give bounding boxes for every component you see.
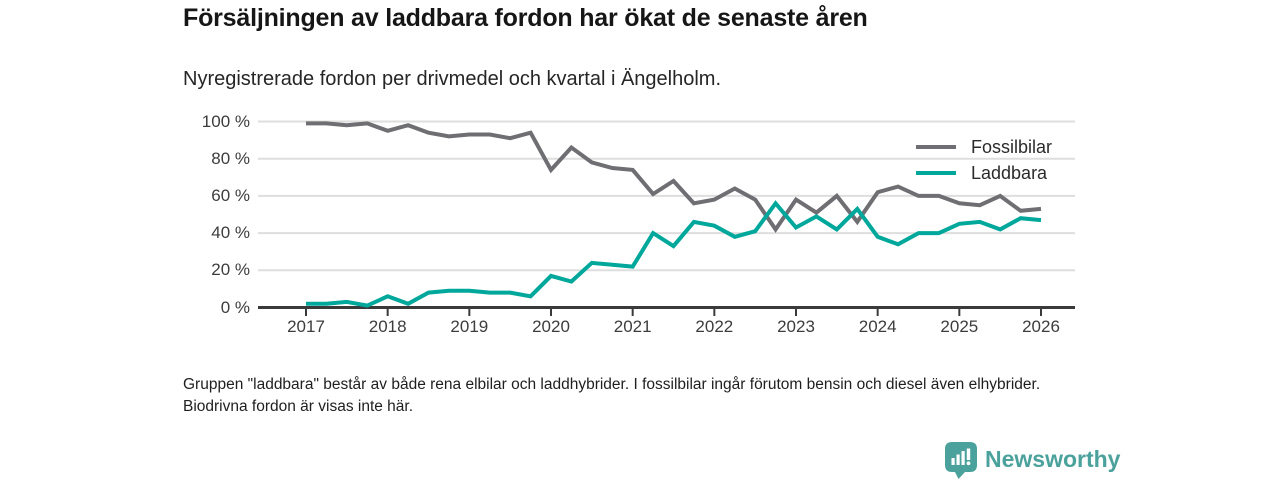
- laddbara-line-swatch: [916, 171, 956, 175]
- chart-footnote: Gruppen "laddbara" består av både rena e…: [183, 376, 1041, 415]
- x-tick-label: 2026: [1022, 317, 1060, 336]
- y-tick-label: 20 %: [211, 260, 250, 280]
- legend-label: Fossilbilar: [971, 136, 1053, 157]
- legend-item-fossilbilar: Fossilbilar: [916, 134, 1052, 160]
- chart-title: Försäljningen av laddbara fordon har öka…: [183, 4, 868, 32]
- newsworthy-wordmark: Newsworthy: [985, 446, 1121, 472]
- chart-legend: Fossilbilar Laddbara: [916, 134, 1052, 186]
- x-tick-label: 2023: [777, 317, 815, 336]
- y-tick-label: 60 %: [211, 185, 250, 205]
- x-tick-label: 2017: [287, 317, 325, 336]
- y-tick-label: 100 %: [201, 111, 250, 131]
- x-tick-label: 2025: [940, 317, 979, 336]
- x-tick-label: 2021: [613, 317, 652, 336]
- newsworthy-icon: [945, 442, 977, 479]
- y-tick-label: 40 %: [211, 223, 250, 243]
- chart-subtitle: Nyregistrerade fordon per drivmedel och …: [183, 68, 722, 90]
- legend-label: Laddbara: [971, 162, 1048, 183]
- legend-item-laddbara: Laddbara: [916, 160, 1052, 186]
- fossilbilar-line-swatch: [916, 145, 956, 149]
- newsworthy-logo: Newsworthy: [945, 442, 1120, 479]
- x-tick-label: 2024: [858, 317, 897, 336]
- y-tick-label: 80 %: [211, 148, 250, 168]
- x-tick-label: 2020: [532, 317, 570, 336]
- y-tick-label: 0 %: [220, 297, 250, 317]
- x-tick-label: 2018: [368, 317, 407, 336]
- x-tick-label: 2019: [450, 317, 489, 336]
- x-tick-label: 2022: [695, 317, 734, 336]
- laddbara-line: [306, 200, 1042, 308]
